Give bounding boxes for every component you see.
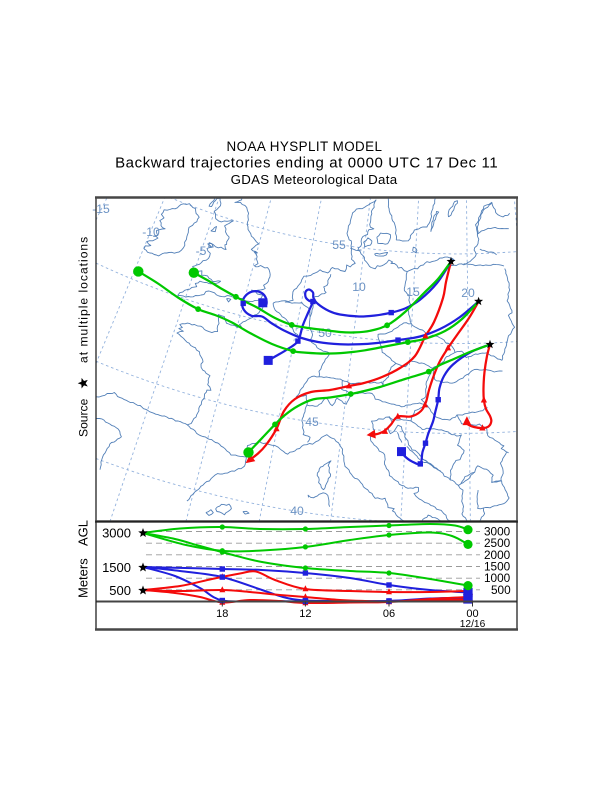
svg-text:1500: 1500: [484, 560, 511, 574]
svg-text:3000: 3000: [484, 525, 511, 539]
svg-text:10: 10: [352, 280, 366, 294]
svg-text:55: 55: [332, 238, 346, 252]
svg-text:AGL: AGL: [76, 520, 91, 546]
svg-text:45: 45: [305, 415, 319, 429]
svg-text:18: 18: [216, 608, 228, 620]
svg-text:NOAA HYSPLIT MODEL: NOAA HYSPLIT MODEL: [227, 139, 383, 154]
svg-text:00: 00: [466, 608, 478, 620]
svg-text:500: 500: [491, 583, 511, 597]
svg-text:3000: 3000: [102, 526, 131, 541]
svg-text:at multiple locations: at multiple locations: [77, 236, 91, 363]
svg-text:12: 12: [299, 608, 311, 620]
svg-text:06: 06: [383, 608, 395, 620]
svg-text:-10: -10: [142, 225, 160, 239]
svg-text:12/16: 12/16: [460, 619, 486, 630]
svg-text:2500: 2500: [484, 536, 511, 550]
svg-text:-15: -15: [92, 202, 110, 216]
svg-text:40: 40: [290, 504, 304, 518]
svg-text:GDAS Meteorological Data: GDAS Meteorological Data: [231, 172, 398, 187]
svg-text:2000: 2000: [484, 548, 511, 562]
svg-text:1000: 1000: [484, 571, 511, 585]
svg-text:20: 20: [461, 286, 475, 300]
svg-text:Meters: Meters: [76, 558, 91, 598]
svg-text:Backward trajectories ending a: Backward trajectories ending at 0000 UTC…: [115, 155, 498, 172]
svg-text:Source: Source: [77, 398, 91, 437]
svg-text:50: 50: [318, 326, 332, 340]
svg-text:-5: -5: [196, 244, 207, 258]
svg-text:1500: 1500: [102, 560, 131, 575]
svg-text:500: 500: [109, 583, 131, 598]
svg-text:15: 15: [406, 285, 420, 299]
